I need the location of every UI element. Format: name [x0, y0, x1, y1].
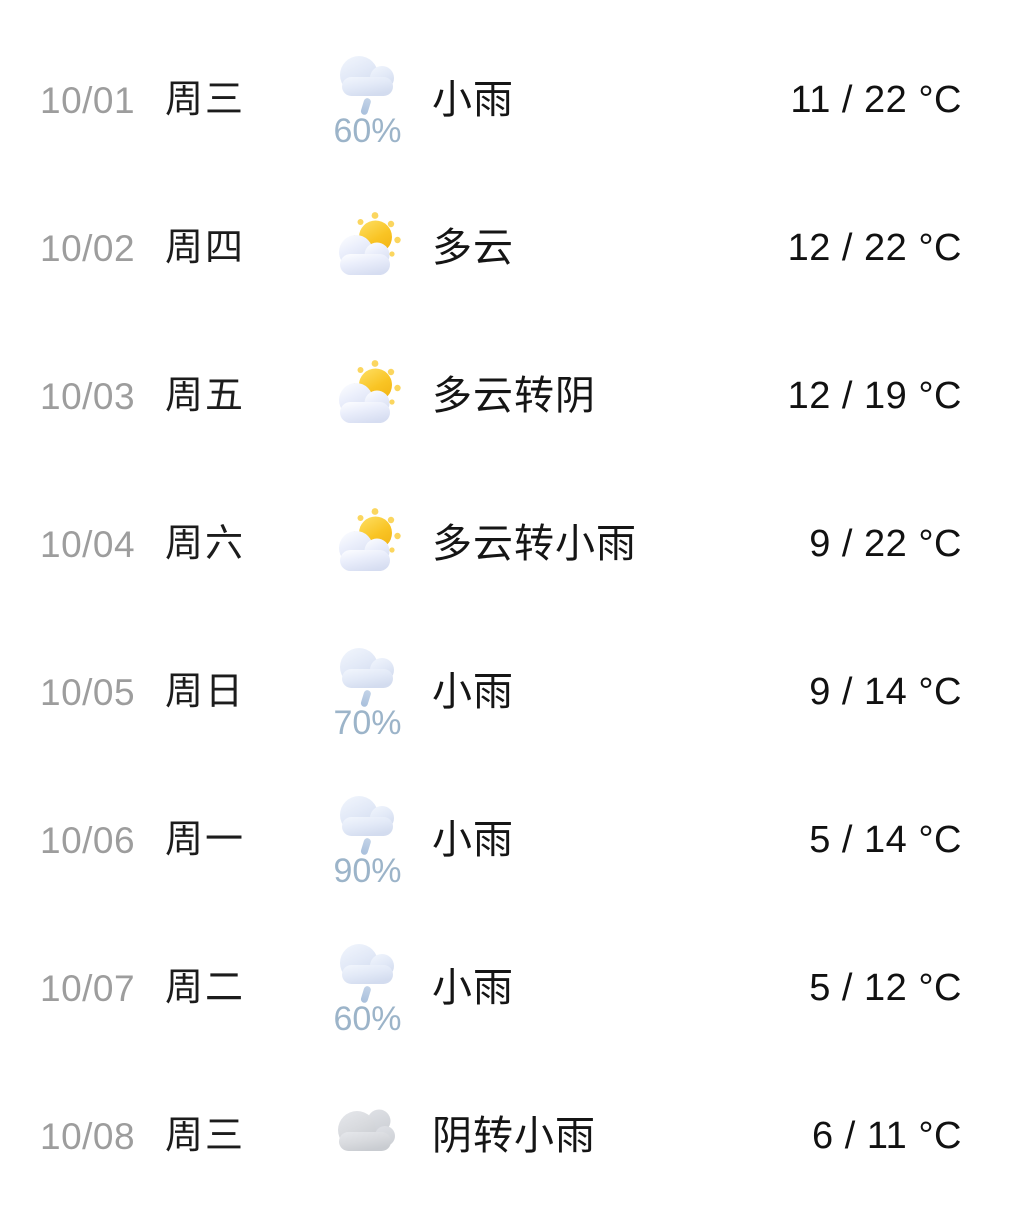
rain-cloud-icon [329, 788, 407, 866]
forecast-row[interactable]: 10/02 周四 多云 12 / 22 °C [0, 174, 1024, 322]
forecast-icon-cell [315, 1062, 420, 1210]
forecast-condition: 阴转小雨 [432, 1114, 596, 1158]
forecast-condition: 多云转阴 [432, 374, 596, 418]
forecast-condition: 多云转小雨 [432, 522, 637, 566]
forecast-row[interactable]: 10/03 周五 多云转阴 12 / 19 °C [0, 322, 1024, 470]
forecast-weekday: 周六 [165, 523, 246, 565]
forecast-date: 10/06 [40, 819, 136, 861]
forecast-date: 10/03 [40, 375, 136, 417]
forecast-date: 10/08 [40, 1115, 136, 1157]
forecast-row[interactable]: 10/05 周日 70% 小雨 9 / 14 °C [0, 618, 1024, 766]
rain-cloud-icon [329, 936, 407, 1014]
forecast-weekday: 周三 [165, 1115, 246, 1157]
forecast-icon-cell: 60% [315, 914, 420, 1062]
forecast-date: 10/02 [40, 227, 136, 269]
precipitation-probability: 60% [333, 1000, 402, 1038]
forecast-row[interactable]: 10/06 周一 90% 小雨 5 / 14 °C [0, 766, 1024, 914]
rain-cloud-icon [329, 48, 407, 126]
forecast-date: 10/04 [40, 523, 136, 565]
forecast-temperature: 12 / 19 °C [787, 375, 962, 417]
forecast-temperature: 12 / 22 °C [787, 227, 962, 269]
forecast-condition: 小雨 [432, 670, 514, 714]
precipitation-probability: 70% [333, 704, 402, 742]
forecast-temperature: 5 / 12 °C [809, 967, 962, 1009]
forecast-condition: 小雨 [432, 818, 514, 862]
forecast-condition: 小雨 [432, 78, 514, 122]
forecast-weekday: 周二 [165, 967, 246, 1009]
sun-behind-cloud-icon [329, 357, 407, 435]
forecast-temperature: 9 / 22 °C [809, 523, 962, 565]
forecast-temperature: 5 / 14 °C [809, 819, 962, 861]
sun-behind-cloud-icon [329, 209, 407, 287]
sun-behind-cloud-icon [329, 505, 407, 583]
forecast-condition: 多云 [432, 226, 514, 270]
forecast-row[interactable]: 10/04 周六 多云转小雨 9 / 22 °C [0, 470, 1024, 618]
forecast-icon-cell [315, 322, 420, 470]
forecast-temperature: 11 / 22 °C [790, 79, 962, 121]
forecast-row[interactable]: 10/01 周三 60% 小雨 11 / 22 °C [0, 26, 1024, 174]
rain-cloud-icon [329, 640, 407, 718]
forecast-icon-cell: 60% [315, 26, 420, 174]
forecast-temperature: 6 / 11 °C [812, 1115, 962, 1157]
forecast-weekday: 周三 [165, 79, 246, 121]
forecast-icon-cell [315, 470, 420, 618]
forecast-date: 10/05 [40, 671, 136, 713]
forecast-weekday: 周一 [165, 819, 246, 861]
forecast-row[interactable]: 10/08 周三 阴转小雨 6 / 11 °C [0, 1062, 1024, 1210]
precipitation-probability: 60% [333, 112, 402, 150]
forecast-icon-cell: 90% [315, 766, 420, 914]
forecast-date: 10/01 [40, 79, 136, 121]
forecast-row[interactable]: 10/07 周二 60% 小雨 5 / 12 °C [0, 914, 1024, 1062]
forecast-weekday: 周日 [165, 671, 246, 713]
forecast-icon-cell: 70% [315, 618, 420, 766]
forecast-weekday: 周五 [165, 375, 246, 417]
overcast-cloud-icon [329, 1097, 407, 1175]
forecast-temperature: 9 / 14 °C [809, 671, 962, 713]
precipitation-probability: 90% [333, 852, 402, 890]
forecast-date: 10/07 [40, 967, 136, 1009]
forecast-weekday: 周四 [165, 227, 246, 269]
forecast-icon-cell [315, 174, 420, 322]
forecast-condition: 小雨 [432, 966, 514, 1010]
